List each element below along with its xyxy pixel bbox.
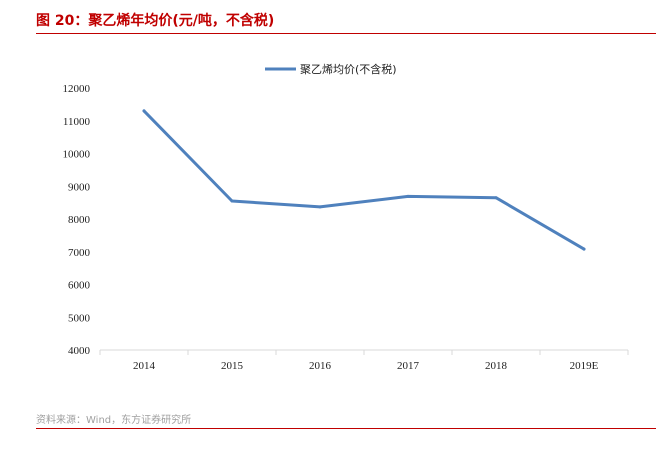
chart-legend: 聚乙烯均价(不含税) bbox=[265, 62, 397, 76]
x-tick-label: 2014 bbox=[133, 360, 156, 372]
y-tick-label: 7000 bbox=[68, 247, 91, 259]
title-rule bbox=[36, 33, 656, 34]
y-tick-label: 11000 bbox=[63, 116, 91, 128]
data-point bbox=[318, 205, 322, 209]
figure-title: 图 20：聚乙烯年均价(元/吨，不含税) bbox=[36, 13, 275, 29]
y-tick-label: 10000 bbox=[63, 149, 91, 161]
footer-rule bbox=[36, 428, 656, 429]
legend-label: 聚乙烯均价(不含税) bbox=[300, 62, 397, 76]
x-axis-ticks: 2014 2015 2016 2017 2018 2019E bbox=[99, 350, 629, 372]
y-tick-label: 4000 bbox=[68, 345, 91, 357]
series-line bbox=[142, 109, 586, 251]
data-point bbox=[582, 247, 586, 251]
y-tick-label: 12000 bbox=[63, 83, 91, 95]
data-point bbox=[494, 196, 498, 200]
y-tick-label: 5000 bbox=[68, 312, 91, 324]
y-axis-ticks: 4000 5000 6000 7000 8000 9000 10000 11000 12000 bbox=[63, 83, 91, 357]
y-tick-label: 9000 bbox=[68, 181, 91, 193]
source-note: 资料来源：Wind，东方证券研究所 bbox=[36, 415, 192, 426]
series-layer bbox=[142, 109, 586, 251]
data-point bbox=[406, 194, 410, 198]
y-tick-label: 8000 bbox=[68, 214, 91, 226]
x-tick-label: 2016 bbox=[309, 360, 332, 372]
data-point bbox=[230, 199, 234, 203]
x-tick-label: 2015 bbox=[221, 360, 244, 372]
y-tick-label: 6000 bbox=[68, 280, 91, 292]
x-tick-label: 2017 bbox=[397, 360, 420, 372]
x-tick-label: 2018 bbox=[485, 360, 508, 372]
x-tick-label: 2019E bbox=[570, 360, 599, 372]
data-point bbox=[142, 109, 146, 113]
